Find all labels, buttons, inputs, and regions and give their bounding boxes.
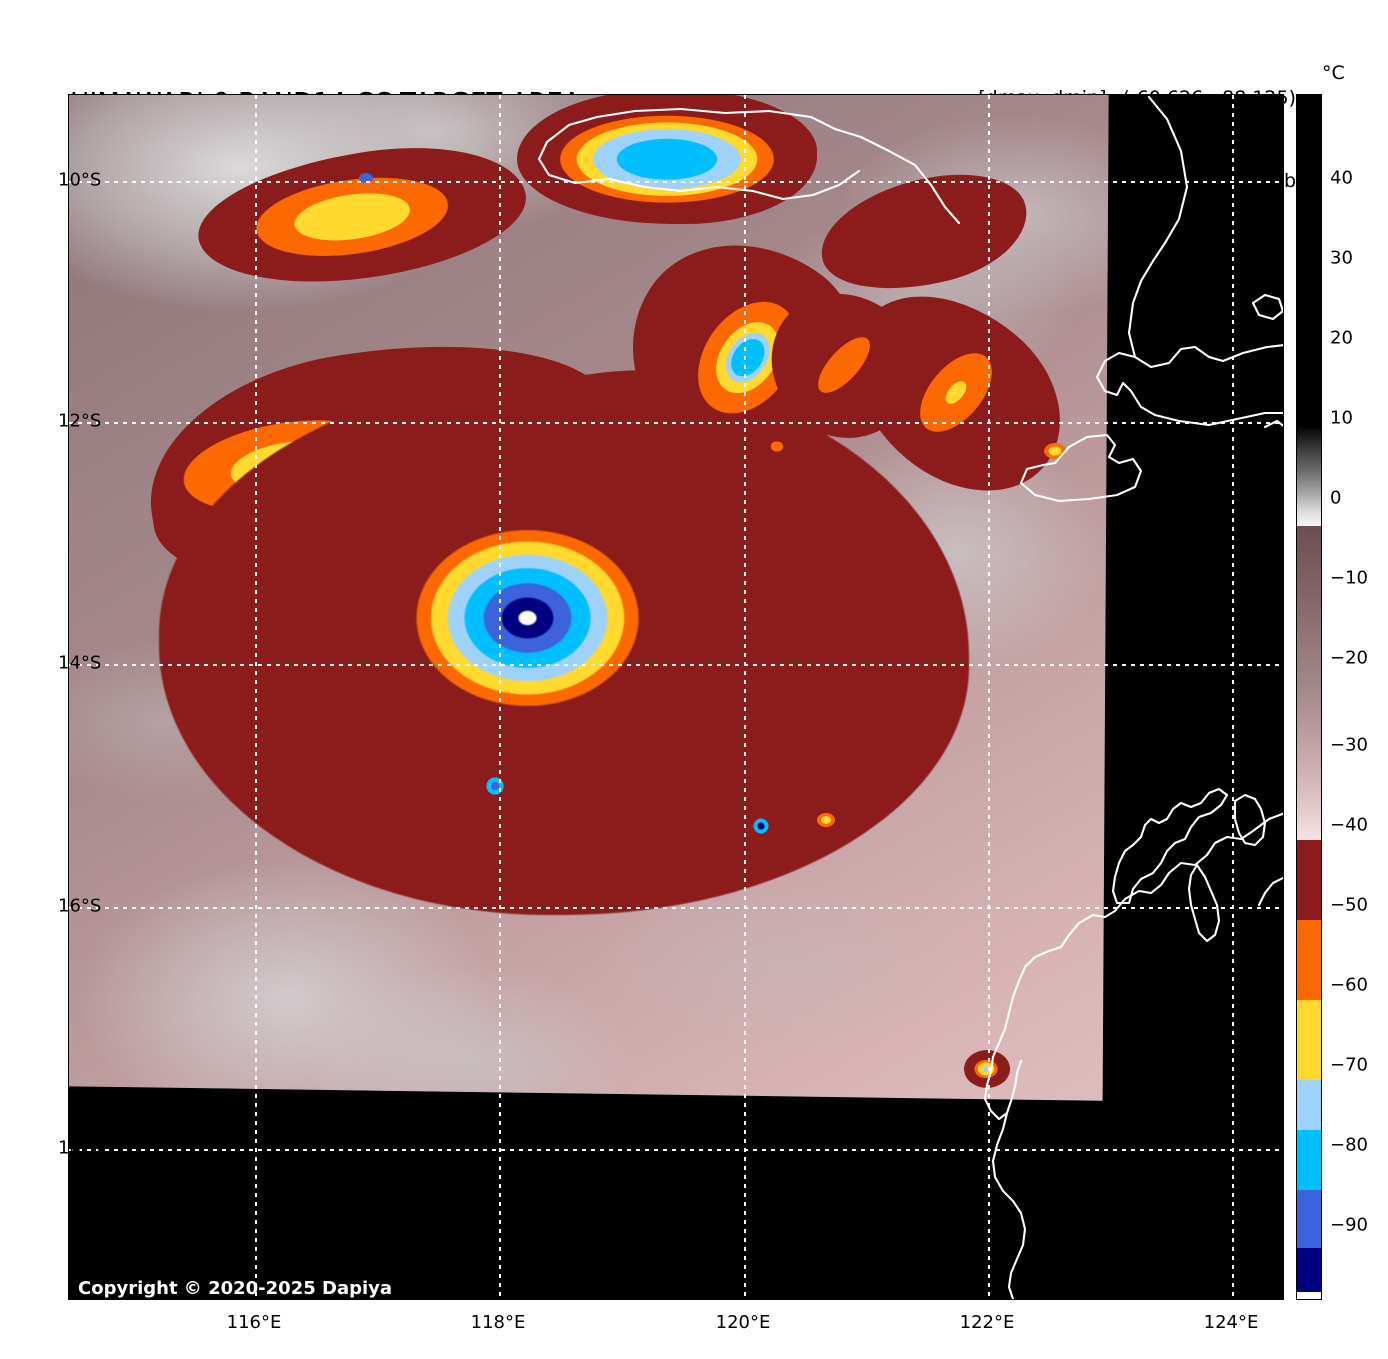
cbar-segment-light-blue [1297, 1080, 1321, 1130]
cbar-segment-brown-pink-ramp [1297, 526, 1321, 840]
cbar-tick-30: 30 [1330, 247, 1353, 269]
cbar-segment-orange [1297, 920, 1321, 1000]
main-cyclone-cdo [159, 375, 969, 915]
ytick-12S: 12°S [58, 410, 102, 432]
cbar-tick-minus40: −40 [1330, 814, 1368, 836]
xtick-116E: 116°E [226, 1312, 282, 1333]
north-cyan-cell [517, 95, 817, 224]
coastline-kimberley-peninsula [1111, 787, 1229, 905]
speck-a [359, 173, 373, 183]
cbar-tick-minus30: −30 [1330, 734, 1368, 756]
cbar-tick-minus10: −10 [1330, 567, 1368, 589]
xtick-118E: 118°E [470, 1312, 526, 1333]
cbar-tick-40: 40 [1330, 167, 1353, 189]
copyright-label: Copyright © 2020-2025 Dapiya [78, 1278, 393, 1299]
cbar-tick-minus60: −60 [1330, 974, 1368, 996]
coastline-inlet-right [1257, 876, 1283, 907]
satellite-image-plot[interactable] [68, 94, 1284, 1300]
cbar-segment-navy [1297, 1248, 1321, 1292]
cbar-segment-black-hot [1297, 95, 1321, 426]
cbar-segment-yellow [1297, 1000, 1321, 1080]
xtick-124E: 124°E [1203, 1312, 1259, 1333]
cbar-tick-minus90: −90 [1330, 1214, 1368, 1236]
speck-d [484, 775, 506, 797]
southeast-coast-cell [964, 1050, 1010, 1088]
xtick-120E: 120°E [715, 1312, 771, 1333]
cbar-segment-blue [1297, 1190, 1321, 1248]
speck-b [1044, 443, 1066, 459]
speck-f [817, 813, 835, 827]
speck-c [769, 440, 785, 453]
gridline-lat-18S [69, 1149, 1283, 1151]
coastline-dampier-peninsula [1233, 793, 1267, 847]
coastline-timor-inlet [1095, 351, 1283, 427]
cbar-tick-20: 20 [1330, 327, 1353, 349]
coastline-small-islet-b [1263, 419, 1283, 429]
coastline-timor-bay [1133, 344, 1283, 369]
cbar-tick-0: 0 [1330, 487, 1342, 509]
gridline-lon-124E [1232, 95, 1234, 1299]
ytick-18S: 18°S [58, 1137, 102, 1159]
ytick-10S: 10°S [58, 169, 102, 191]
coastline-small-islet-a [1251, 293, 1283, 321]
cbar-tick-minus50: −50 [1330, 894, 1368, 916]
coastline-timor-north [1127, 95, 1189, 359]
cbar-tick-minus20: −20 [1330, 647, 1368, 669]
temperature-colorbar[interactable] [1296, 94, 1322, 1300]
cbar-segment-dark-red [1297, 840, 1321, 920]
northwest-cell [189, 130, 535, 301]
cbar-segment-white-coldest [1297, 1292, 1321, 1299]
northeast-cloud-band [809, 156, 1039, 309]
cbar-tick-10: 10 [1330, 407, 1353, 429]
xtick-122E: 122°E [959, 1312, 1015, 1333]
speck-e [752, 817, 770, 835]
ytick-16S: 16°S [58, 895, 102, 917]
colorbar-unit-label: °C [1322, 62, 1345, 84]
cbar-tick-minus70: −70 [1330, 1054, 1368, 1076]
coastline-australia-south [991, 1111, 1027, 1299]
coastline-cape-leveque [1187, 863, 1221, 943]
cbar-segment-gray-ramp [1297, 426, 1321, 526]
cbar-segment-cyan [1297, 1130, 1321, 1190]
cbar-tick-minus80: −80 [1330, 1134, 1368, 1156]
satellite-swath [69, 95, 1109, 1101]
ytick-14S: 14°S [58, 652, 102, 674]
